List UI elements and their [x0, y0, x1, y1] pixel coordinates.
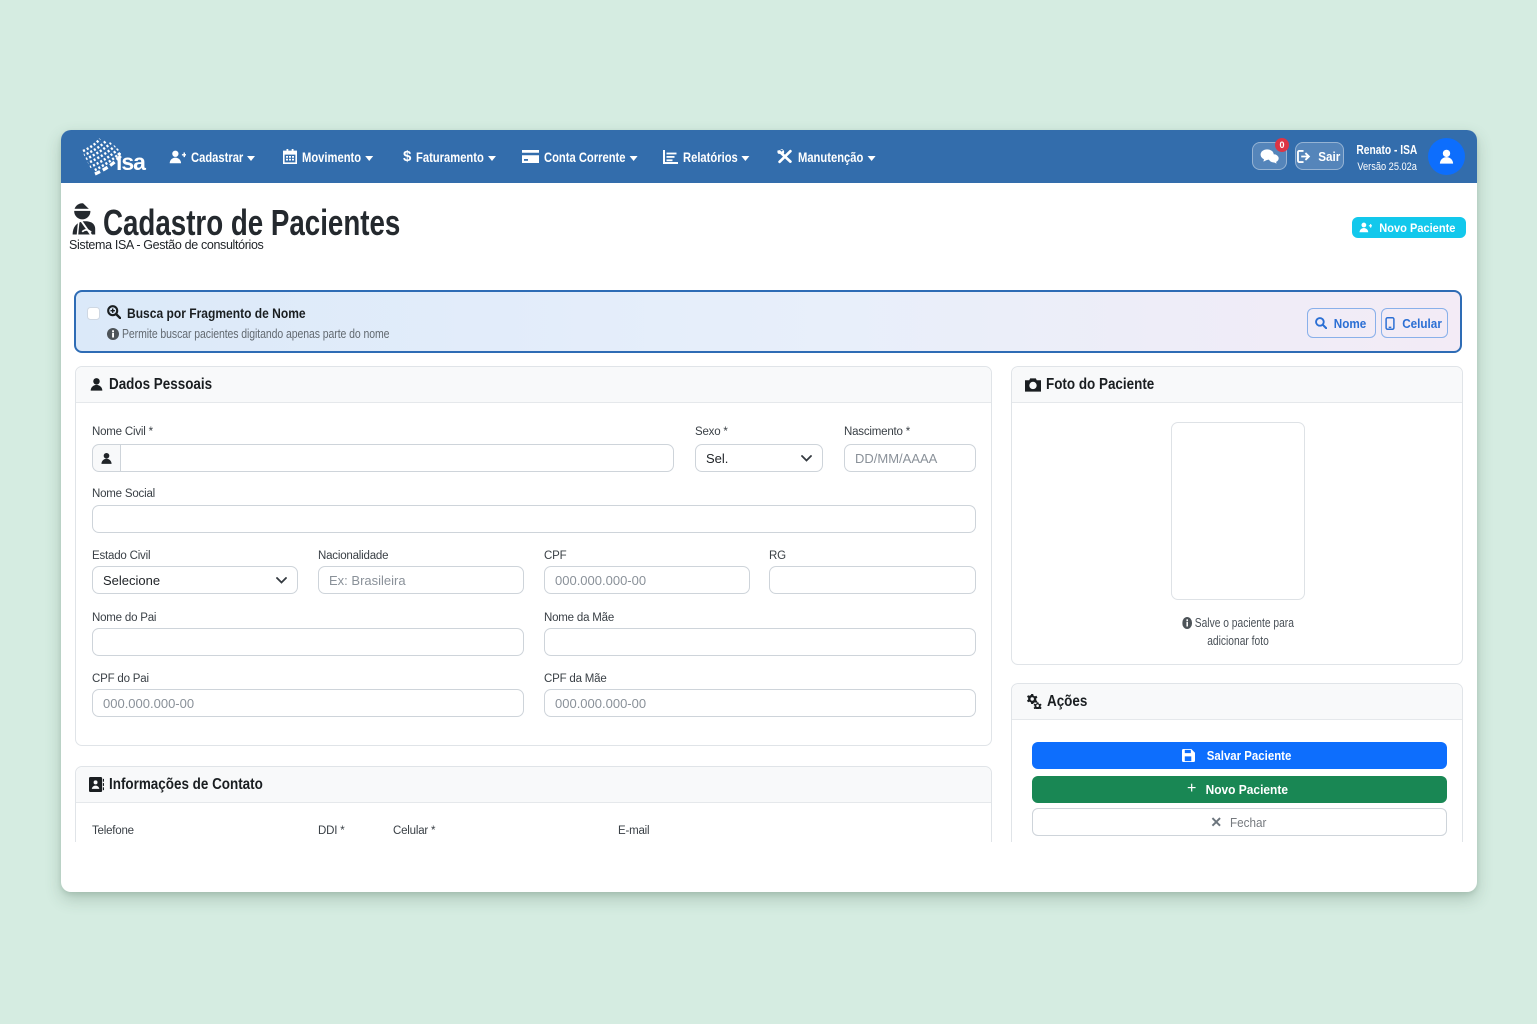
svg-text:isa: isa [116, 149, 146, 175]
